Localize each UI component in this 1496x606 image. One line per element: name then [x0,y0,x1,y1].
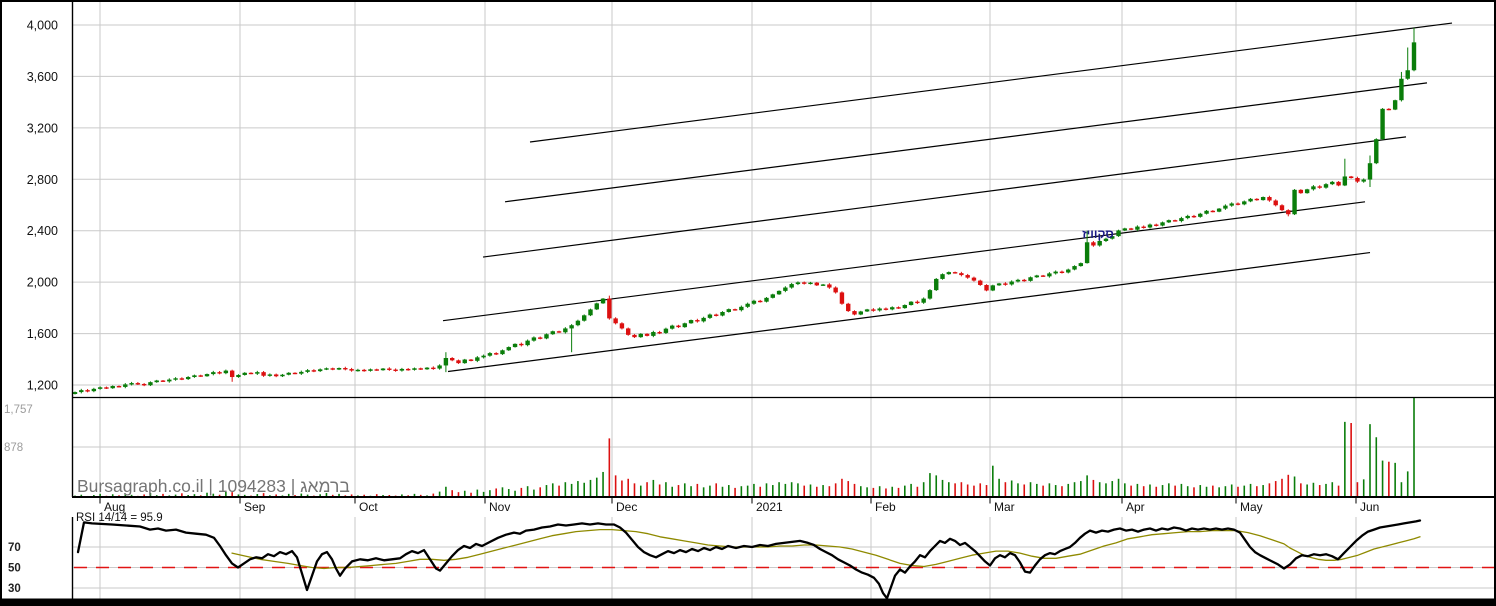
svg-text:70: 70 [8,542,21,554]
svg-text:30: 30 [8,583,21,595]
svg-text:Nov: Nov [489,500,510,514]
svg-text:3,200: 3,200 [27,121,58,135]
trend-channel-lines [442,22,1453,373]
svg-text:2,000: 2,000 [27,276,58,290]
watermark-text: Bursagraph.co.il | 1094283 | ברמאג [77,476,350,496]
svg-text:4,000: 4,000 [27,19,58,33]
squeeze-annotation: סקוויז [1082,227,1113,241]
svg-text:2,800: 2,800 [27,173,58,187]
svg-text:50: 50 [8,563,21,575]
svg-text:Aug: Aug [104,500,125,514]
svg-text:3,600: 3,600 [27,70,58,84]
svg-text:1,600: 1,600 [27,327,58,341]
svg-text:Oct: Oct [359,500,378,514]
svg-text:May: May [1240,500,1263,514]
svg-text:Dec: Dec [616,500,637,514]
rsi-indicator-lines [74,519,1494,600]
svg-text:1,200: 1,200 [27,378,58,392]
svg-text:2,400: 2,400 [27,224,58,238]
svg-text:Apr: Apr [1126,500,1145,514]
rsi-value-label: RSI 14/14 = 95.9 [76,512,163,524]
axis-labels: 4,000 3,600 3,200 2,800 2,400 2,000 1,600 1,200… [4,19,1379,596]
candlestick-series [72,27,1417,395]
gridlines [72,2,1494,599]
svg-text:Feb: Feb [875,500,896,514]
svg-text:878: 878 [4,442,23,454]
svg-text:Mar: Mar [994,500,1015,514]
svg-text:2021: 2021 [756,500,783,514]
svg-text:1,757: 1,757 [4,404,33,416]
svg-text:Jun: Jun [1360,500,1379,514]
svg-text:Sep: Sep [244,500,266,514]
